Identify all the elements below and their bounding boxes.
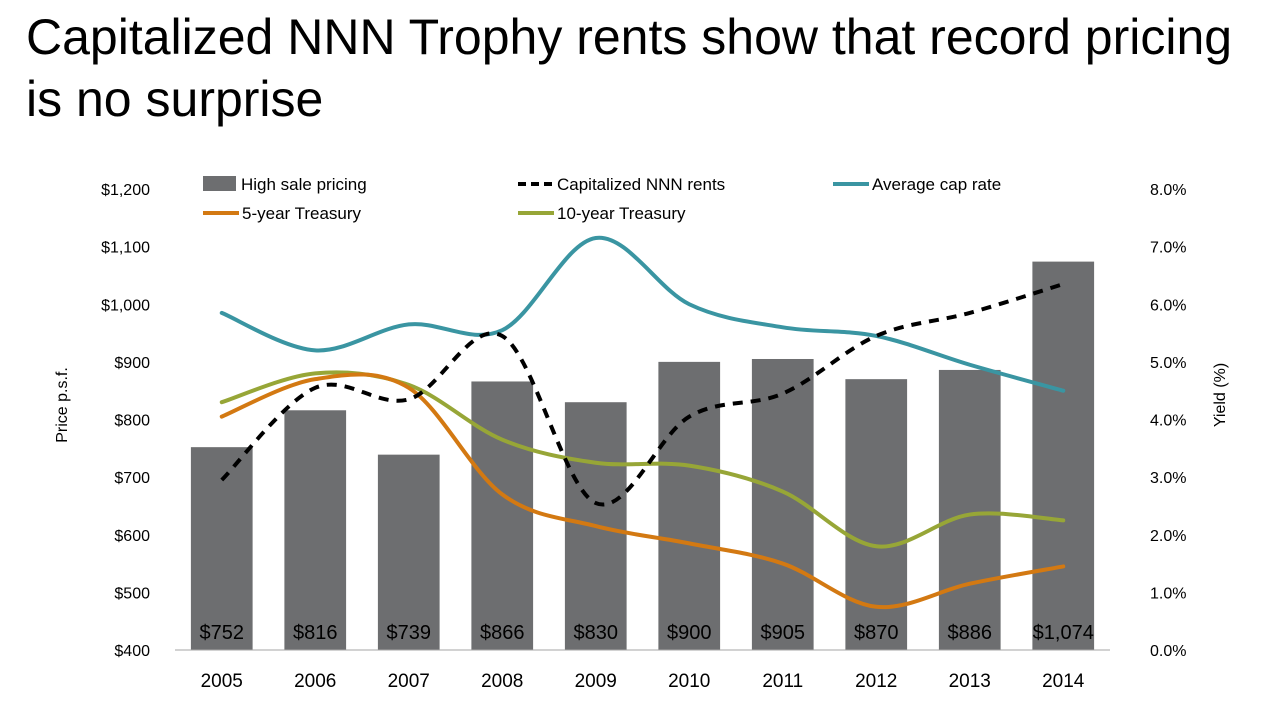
legend-label: Capitalized NNN rents bbox=[557, 175, 725, 194]
bar bbox=[284, 410, 347, 650]
legend-label: High sale pricing bbox=[241, 175, 367, 194]
x-tick-label: 2008 bbox=[481, 671, 523, 692]
bar bbox=[845, 379, 908, 650]
left-tick-label: $1,100 bbox=[101, 240, 150, 257]
x-tick-label: 2013 bbox=[949, 671, 991, 692]
left-tick-label: $500 bbox=[114, 585, 150, 602]
x-tick-label: 2006 bbox=[294, 671, 336, 692]
bar-data-label: $752 bbox=[200, 622, 245, 644]
line-series bbox=[219, 235, 1066, 610]
x-tick-label: 2012 bbox=[855, 671, 897, 692]
legend-label: Average cap rate bbox=[872, 175, 1001, 194]
bar-data-label: $870 bbox=[854, 622, 899, 644]
left-axis-label: Price p.s.f. bbox=[54, 367, 71, 443]
bar-data-label: $739 bbox=[387, 622, 432, 644]
right-tick-label: 8.0% bbox=[1150, 182, 1186, 199]
legend-swatch-bar bbox=[203, 176, 236, 191]
bar bbox=[377, 454, 440, 650]
bar-data-labels: $752 $816 $739 $866 $830 $900 $905 $870 $886 $1,0… bbox=[200, 622, 1094, 644]
left-tick-label: $400 bbox=[114, 643, 150, 660]
x-tick-label: 2014 bbox=[1042, 671, 1085, 692]
x-tick-label: 2009 bbox=[575, 671, 617, 692]
bar bbox=[658, 361, 721, 650]
legend-label: 10-year Treasury bbox=[557, 204, 686, 223]
bar bbox=[938, 369, 1001, 650]
bar-data-label: $886 bbox=[948, 622, 993, 644]
right-tick-label: 0.0% bbox=[1150, 643, 1186, 660]
bar-data-label: $866 bbox=[480, 622, 525, 644]
right-tick-label: 1.0% bbox=[1150, 585, 1186, 602]
left-tick-label: $1,000 bbox=[101, 297, 150, 314]
left-axis: $400 $500 $600 $700 $800 $900 $1,000 $1,100 $1,2… bbox=[101, 182, 150, 660]
right-tick-label: 6.0% bbox=[1150, 297, 1186, 314]
x-tick-label: 2010 bbox=[668, 671, 710, 692]
bar-series bbox=[190, 261, 1095, 650]
chart-title: Capitalized NNN Trophy rents show that r… bbox=[26, 9, 1233, 127]
left-tick-label: $800 bbox=[114, 413, 150, 430]
right-axis: 0.0% 1.0% 2.0% 3.0% 4.0% 5.0% 6.0% 7.0% 8.0% bbox=[1150, 182, 1186, 660]
bar bbox=[471, 381, 534, 650]
left-tick-label: $1,200 bbox=[101, 182, 150, 199]
x-axis: 2005 2006 2007 2008 2009 2010 2011 2012 2013 2014 bbox=[175, 649, 1110, 692]
bar-data-label: $816 bbox=[293, 622, 338, 644]
x-tick-label: 2011 bbox=[762, 671, 803, 692]
bar-data-label: $905 bbox=[761, 622, 806, 644]
5-year-treasury-line bbox=[219, 372, 1066, 610]
left-tick-label: $600 bbox=[114, 528, 150, 545]
bar-data-label: $900 bbox=[667, 622, 712, 644]
bar-data-label: $830 bbox=[574, 622, 619, 644]
legend: High sale pricing Capitalized NNN rents Av… bbox=[203, 175, 1001, 223]
right-tick-label: 2.0% bbox=[1150, 528, 1186, 545]
legend-label: 5-year Treasury bbox=[242, 204, 362, 223]
right-tick-label: 5.0% bbox=[1150, 355, 1186, 372]
right-tick-label: 4.0% bbox=[1150, 413, 1186, 430]
average-cap-rate-line bbox=[219, 235, 1066, 393]
right-tick-label: 7.0% bbox=[1150, 240, 1186, 257]
left-tick-label: $900 bbox=[114, 355, 150, 372]
x-tick-label: 2007 bbox=[388, 671, 430, 692]
left-tick-label: $700 bbox=[114, 470, 150, 487]
right-axis-label: Yield (%) bbox=[1212, 363, 1229, 427]
capitalized-nnn-rents-line bbox=[220, 282, 1064, 507]
bar bbox=[1032, 261, 1095, 650]
bar bbox=[190, 447, 253, 650]
bar-data-label: $1,074 bbox=[1033, 622, 1094, 644]
right-tick-label: 3.0% bbox=[1150, 470, 1186, 487]
10-year-treasury-line bbox=[219, 370, 1066, 549]
x-tick-label: 2005 bbox=[201, 671, 243, 692]
